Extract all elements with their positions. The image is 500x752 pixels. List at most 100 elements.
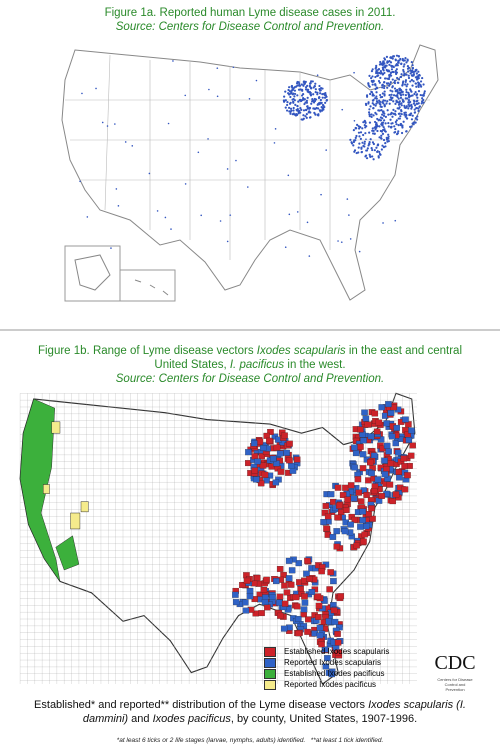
case-dot xyxy=(148,172,151,175)
caption-part: Ixodes scapularis (I. dammini) xyxy=(82,699,466,725)
county-patch xyxy=(261,599,269,605)
case-dot xyxy=(404,79,408,82)
case-dot xyxy=(412,70,416,74)
county-patch xyxy=(364,421,372,428)
case-dot xyxy=(284,90,287,93)
county-patch xyxy=(363,492,370,498)
title-part: in the west. xyxy=(284,359,346,371)
county-patch xyxy=(378,404,385,411)
case-dot xyxy=(376,74,379,78)
case-dot xyxy=(389,118,392,121)
case-dot xyxy=(382,222,384,224)
case-dot xyxy=(370,70,374,73)
county-patch xyxy=(367,459,374,466)
case-dot xyxy=(415,72,418,75)
fig1a-source: Source: Centers for Disease Control and … xyxy=(115,21,385,33)
case-dot xyxy=(399,122,403,126)
case-dot xyxy=(311,80,314,83)
case-dot xyxy=(400,94,403,97)
case-dot xyxy=(283,95,286,98)
case-dot xyxy=(421,76,424,80)
county-patch xyxy=(407,452,415,459)
case-dot xyxy=(292,87,295,90)
case-dot xyxy=(296,211,299,213)
case-dot xyxy=(369,138,372,141)
county-patch xyxy=(359,465,367,472)
county-patch xyxy=(357,443,364,450)
case-dot xyxy=(362,121,365,124)
case-dot xyxy=(387,125,390,128)
county-patch xyxy=(347,521,354,528)
legend-label: Established Ixodes scapularis xyxy=(284,647,390,656)
case-dot xyxy=(367,111,371,114)
case-dot xyxy=(324,94,327,97)
case-dot xyxy=(371,129,374,132)
case-dot xyxy=(131,145,134,147)
county-patch xyxy=(378,493,385,499)
county-patch xyxy=(359,451,367,458)
case-dot xyxy=(79,180,81,183)
county-patch xyxy=(404,472,411,479)
case-dot xyxy=(394,102,397,105)
county-patch xyxy=(285,557,293,564)
case-dot xyxy=(319,89,322,92)
county-patch xyxy=(324,655,331,662)
case-dot xyxy=(409,80,412,83)
case-dot xyxy=(398,87,401,90)
case-dot xyxy=(359,131,363,134)
case-dot xyxy=(106,125,109,127)
case-dot xyxy=(395,119,398,122)
case-dot xyxy=(356,123,359,126)
county-patch xyxy=(254,574,261,581)
case-dot xyxy=(421,94,424,97)
case-dot xyxy=(407,98,411,102)
case-dot xyxy=(405,73,408,76)
case-dot xyxy=(379,105,382,108)
case-dot xyxy=(320,105,323,109)
case-dot xyxy=(375,102,378,105)
title-part: I. pacificus xyxy=(229,359,285,371)
county-patch xyxy=(343,507,350,514)
case-dot xyxy=(374,67,377,70)
case-dot xyxy=(388,63,391,66)
case-dot xyxy=(314,107,317,110)
case-dot xyxy=(393,79,397,82)
county-patch xyxy=(239,582,246,588)
case-dot xyxy=(398,112,401,115)
case-dot xyxy=(292,100,295,103)
case-dot xyxy=(400,112,403,116)
county-patch xyxy=(271,433,279,440)
case-dot xyxy=(288,110,291,113)
case-dot xyxy=(367,102,370,105)
case-dot xyxy=(377,68,381,71)
case-dot xyxy=(393,131,396,134)
county-patch xyxy=(263,432,270,439)
case-dot xyxy=(404,106,407,109)
county-patch xyxy=(328,671,336,678)
county-patch xyxy=(400,455,408,462)
case-dot xyxy=(352,140,356,144)
case-dot xyxy=(289,92,292,95)
case-dot xyxy=(294,103,297,106)
case-dot xyxy=(184,183,187,185)
case-dot xyxy=(363,140,366,143)
case-dot xyxy=(303,81,306,85)
case-dot xyxy=(391,86,394,89)
case-dot xyxy=(379,70,382,73)
case-dot xyxy=(383,81,386,84)
case-dot xyxy=(407,91,410,94)
county-patch xyxy=(259,445,267,451)
case-dot xyxy=(376,101,379,104)
case-dot xyxy=(391,78,394,81)
county-patch xyxy=(268,463,275,470)
case-dot xyxy=(412,99,416,102)
county-patch xyxy=(381,471,389,478)
legend: Established Ixodes scapularis Reported Ix… xyxy=(264,646,389,690)
case-dot xyxy=(387,137,390,140)
county-patch xyxy=(385,401,392,408)
case-dot xyxy=(86,216,89,218)
case-dot xyxy=(394,71,398,74)
county-patch xyxy=(245,449,252,456)
